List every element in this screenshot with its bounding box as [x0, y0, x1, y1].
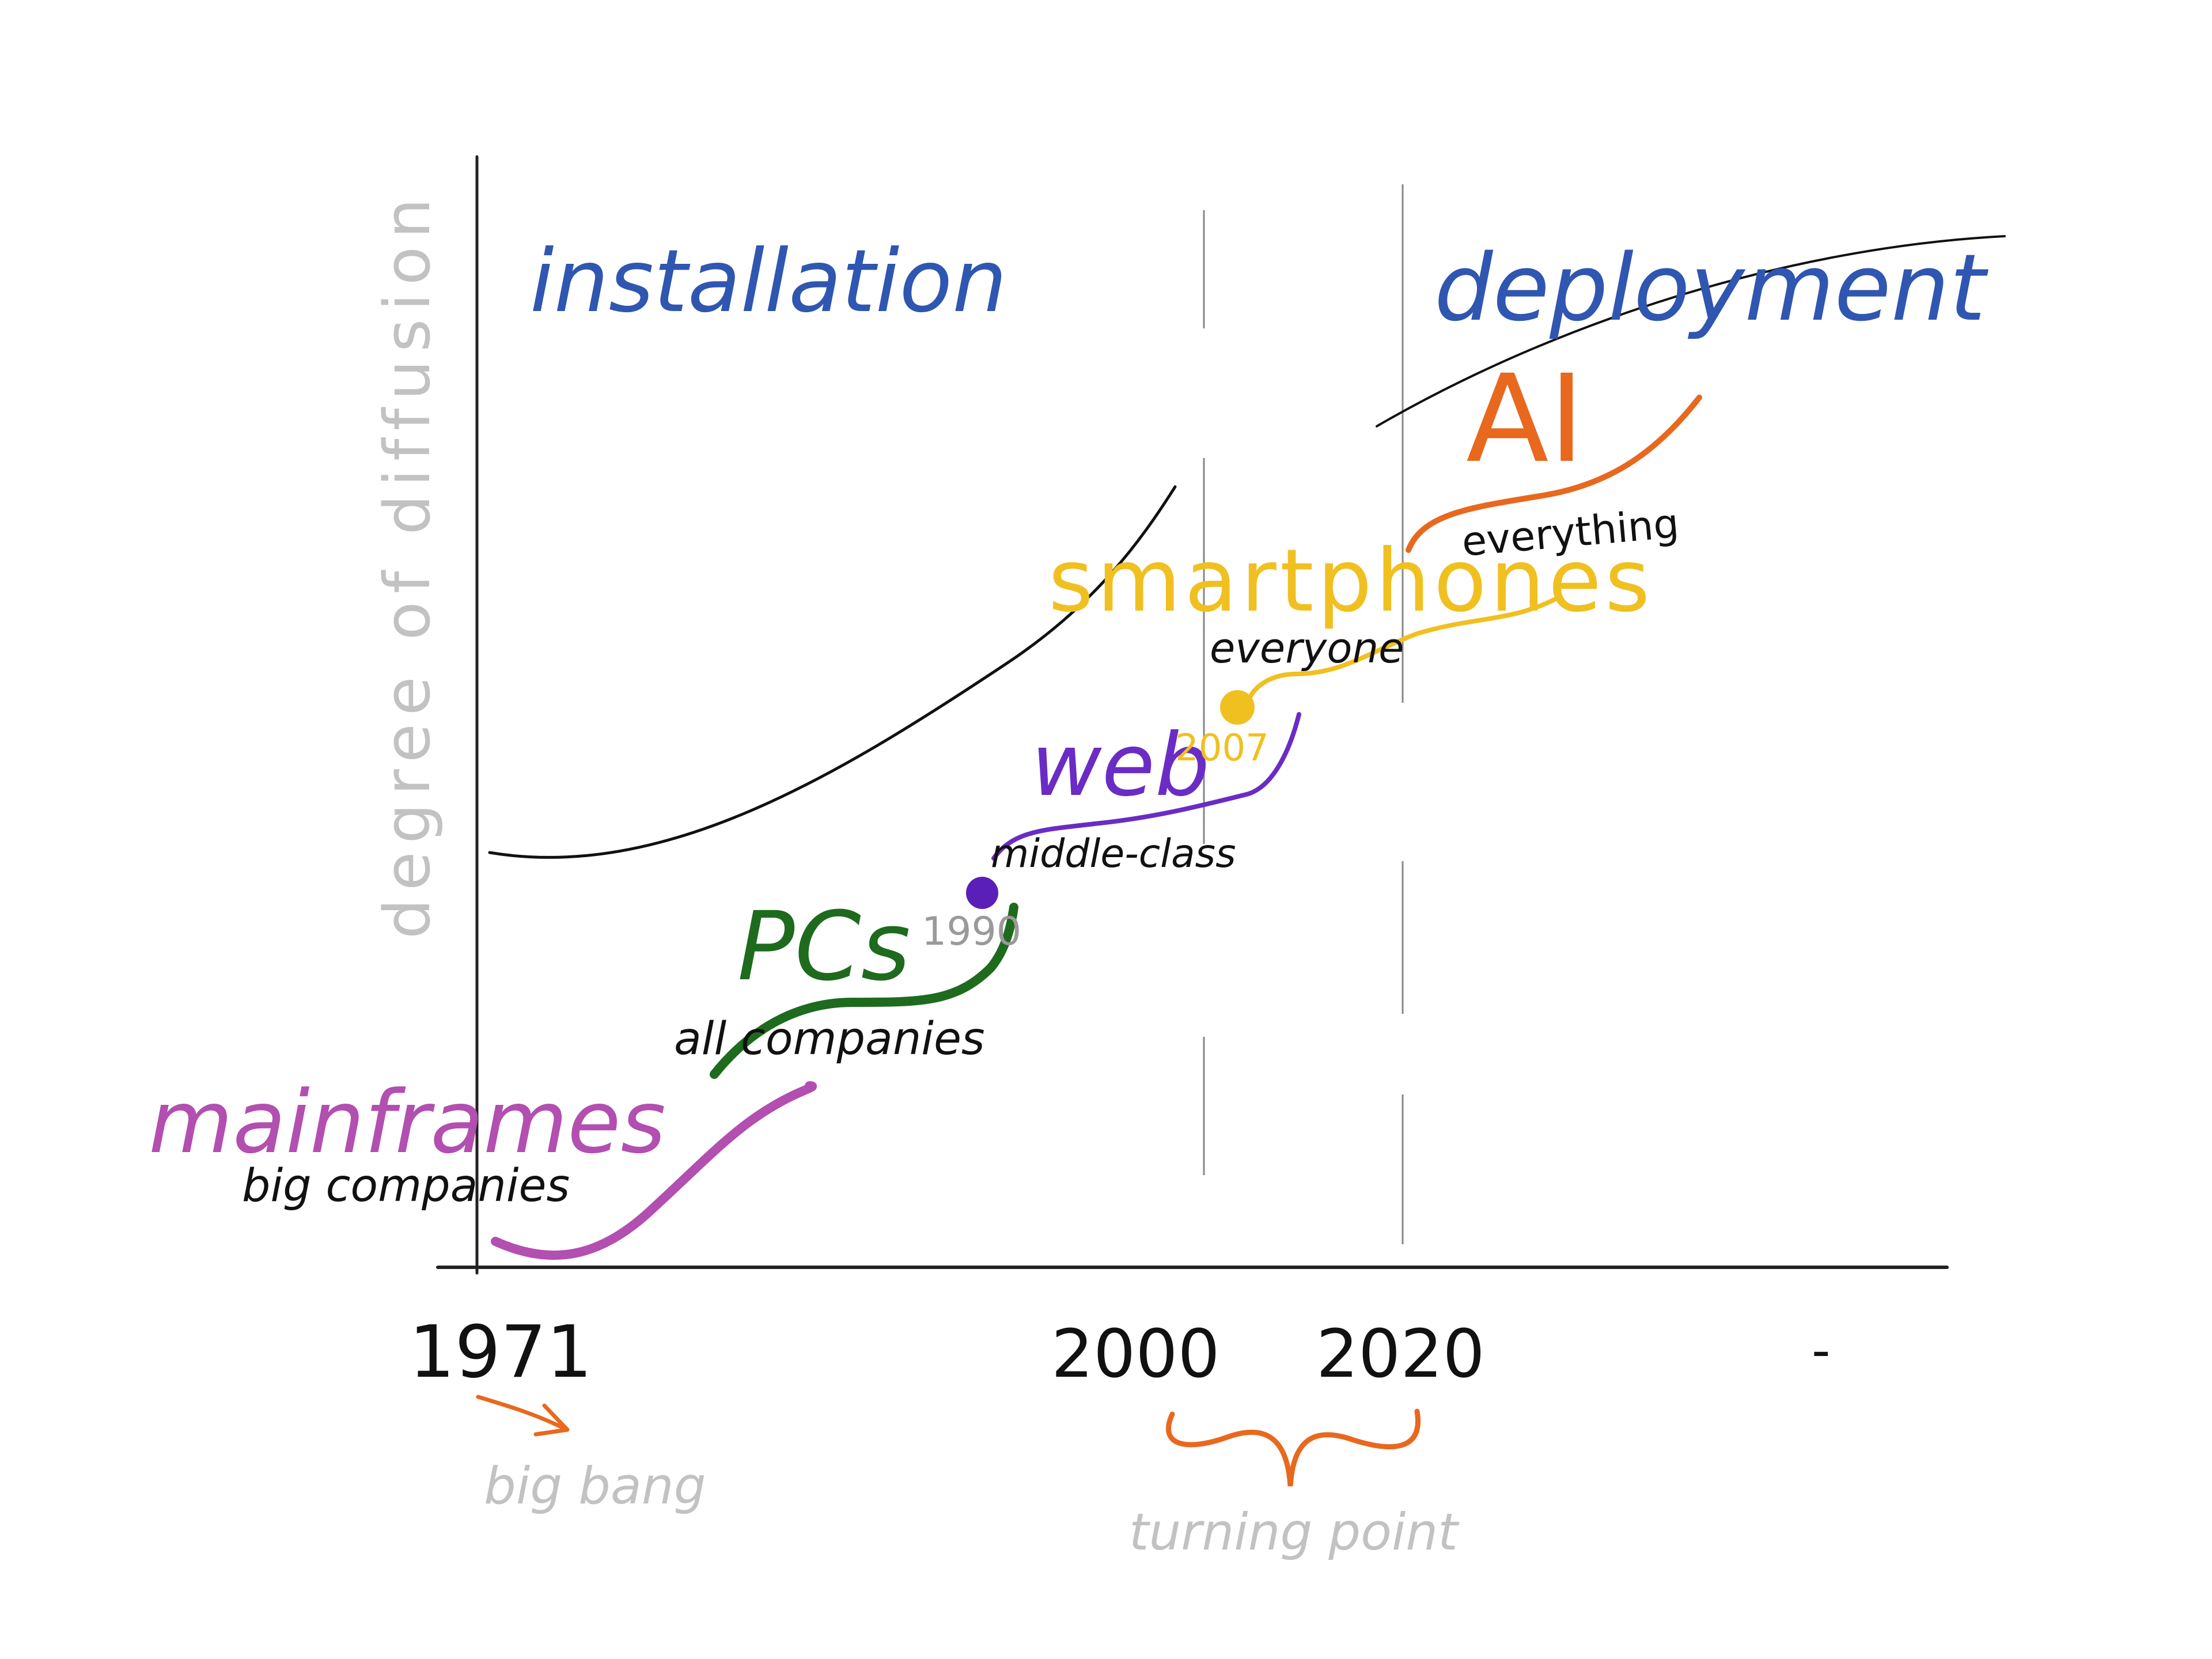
- web-audience: middle-class: [991, 831, 1236, 877]
- pcs-audience: all companies: [674, 1013, 985, 1065]
- ai-label: AI: [1466, 349, 1585, 490]
- mainframes-wave: [491, 1081, 817, 1260]
- ai-wave: [1406, 395, 1702, 553]
- mainframes-label: mainframes: [149, 1073, 666, 1173]
- web-start-dot: [966, 877, 998, 909]
- deployment-title: deployment: [1434, 234, 1988, 342]
- turning-point-label: turning point: [1129, 1502, 1460, 1562]
- web-label: web: [1031, 715, 1210, 816]
- installation-title: installation: [530, 232, 1007, 332]
- pcs-year: 1990: [922, 909, 1021, 955]
- smartphones-audience: everyone: [1210, 624, 1404, 672]
- turning-point-brace-icon: [1166, 1408, 1421, 1487]
- tick-1971: 1971: [409, 1310, 592, 1394]
- smartphones-start-dot: [1220, 690, 1255, 725]
- y-axis-label: degree of diffusion: [370, 190, 444, 939]
- big-bang-label: big bang: [484, 1456, 706, 1516]
- mainframes-audience: big companies: [242, 1160, 570, 1212]
- tick-2020: 2020: [1316, 1316, 1485, 1393]
- tick-2000: 2000: [1051, 1316, 1220, 1393]
- tick-dash: -: [1812, 1320, 1830, 1381]
- pcs-label: PCs: [737, 891, 911, 1002]
- smartphones-label: smartphones: [1048, 531, 1653, 631]
- web-year: 2007: [1175, 727, 1269, 770]
- big-bang-arrow-icon: [476, 1395, 570, 1437]
- deployment-curve: [1376, 235, 2006, 427]
- installation-curve: [488, 485, 1177, 859]
- smartphones-wave: [1244, 597, 1558, 717]
- web-wave: [991, 712, 1301, 861]
- pcs-wave: [710, 903, 1018, 1079]
